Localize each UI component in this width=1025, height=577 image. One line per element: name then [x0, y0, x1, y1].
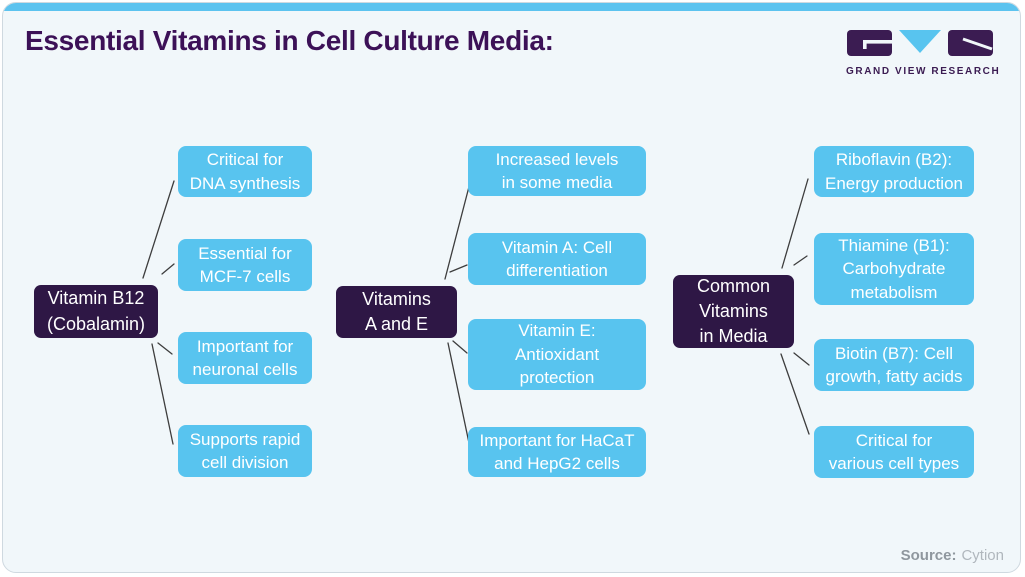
connector-line: [157, 342, 173, 355]
top-accent-bar: [3, 3, 1020, 11]
child-node-cell-division: Supports rapid cell division: [178, 425, 312, 477]
logo-brand-text: GRAND VIEW RESEARCH: [846, 66, 1001, 77]
child-node-biotin-b7: Biotin (B7): Cell growth, fatty acids: [814, 339, 974, 391]
child-node-neuronal-cells: Important for neuronal cells: [178, 332, 312, 384]
source-value: Cytion: [961, 547, 1004, 564]
connector-line: [142, 180, 175, 279]
root-node-common-vitamins: Common Vitamins in Media: [673, 275, 794, 348]
gvr-logo-icon: [847, 30, 993, 56]
logo-g-stub: [863, 40, 867, 49]
child-node-various-cell-types: Critical for various cell types: [814, 426, 974, 478]
logo-g-slot: [863, 40, 892, 44]
connector-line: [793, 255, 808, 266]
child-node-riboflavin-b2: Riboflavin (B2): Energy production: [814, 146, 974, 197]
connector-line: [447, 342, 470, 444]
child-node-vitamin-e-antioxidant: Vitamin E: Antioxidant protection: [468, 319, 646, 390]
source-attribution: Source: Cytion: [901, 547, 1004, 564]
source-label: Source:: [900, 547, 957, 564]
connector-line: [452, 340, 468, 354]
connector-line: [161, 263, 175, 275]
connector-line: [151, 343, 174, 445]
child-node-mcf7-cells: Essential for MCF-7 cells: [178, 239, 312, 291]
child-node-vitamin-a-differentiation: Vitamin A: Cell differentiation: [468, 233, 646, 285]
child-node-dna-synthesis: Critical for DNA synthesis: [178, 146, 312, 197]
logo-v-triangle-icon: [899, 30, 941, 53]
connector-line: [780, 353, 810, 435]
root-node-vitamin-b12: Vitamin B12 (Cobalamin): [34, 285, 158, 338]
connector-line: [793, 352, 810, 366]
root-node-vitamins-a-and-e: Vitamins A and E: [336, 286, 457, 338]
grand-view-research-logo: GRAND VIEW RESEARCH: [846, 29, 1001, 77]
child-node-hacat-hepg2: Important for HaCaT and HepG2 cells: [468, 427, 646, 477]
logo-r-leg: [962, 37, 993, 51]
child-node-thiamine-b1: Thiamine (B1): Carbohydrate metabolism: [814, 233, 974, 305]
page-title: Essential Vitamins in Cell Culture Media…: [25, 25, 554, 56]
child-node-increased-levels: Increased levels in some media: [468, 146, 646, 196]
connector-line: [781, 178, 809, 269]
connector-line: [449, 264, 468, 273]
